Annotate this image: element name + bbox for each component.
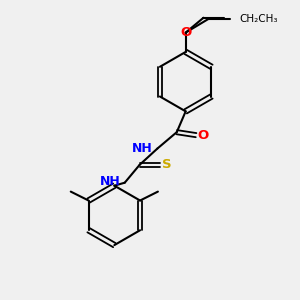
Text: NH: NH: [132, 142, 153, 155]
Text: O: O: [180, 26, 191, 39]
Text: CH₂CH₃: CH₂CH₃: [239, 14, 278, 24]
Text: NH: NH: [100, 175, 120, 188]
Text: S: S: [161, 158, 171, 171]
Text: O: O: [198, 129, 209, 142]
